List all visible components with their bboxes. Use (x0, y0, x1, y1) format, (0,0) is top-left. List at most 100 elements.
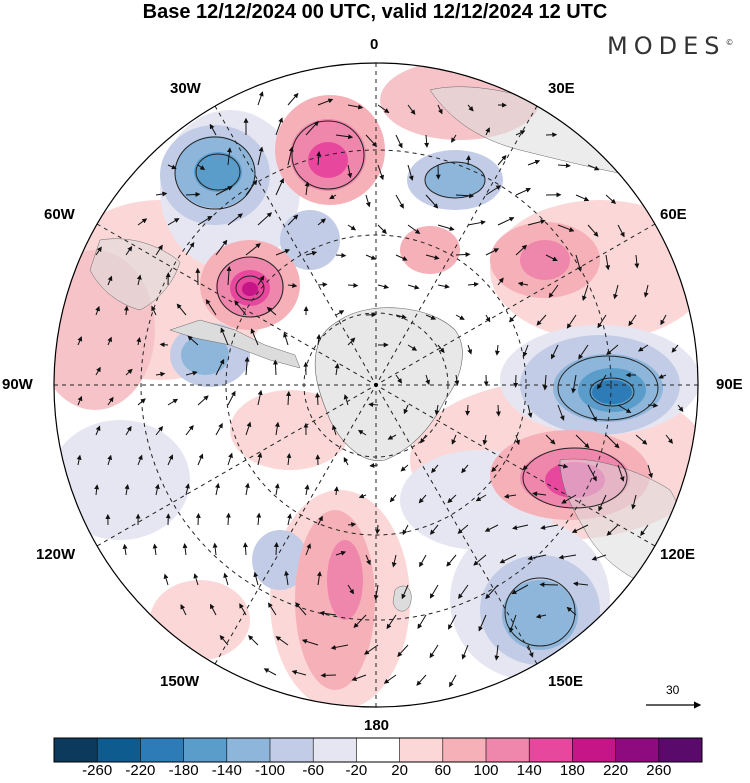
wind-vector (605, 434, 620, 449)
wind-vector (631, 494, 637, 510)
wind-vector (248, 635, 259, 646)
colorbar-labels: -260 -220 -180 -140 -100 -60 -20 20 60 100 140 180 2… (0, 762, 750, 782)
wind-vector (167, 454, 174, 466)
wind-vector (95, 246, 102, 256)
wind-vector (305, 250, 318, 256)
wind-vector (242, 542, 248, 556)
wind-vector (407, 104, 416, 115)
wind-vector (331, 424, 337, 436)
wind-vector (497, 154, 507, 166)
wind-vector (272, 359, 278, 376)
colorbar-swatch (313, 738, 357, 762)
wind-vector (535, 613, 547, 619)
wind-vector (455, 314, 465, 320)
colorbar-tick-label: 180 (559, 762, 585, 779)
wind-vector (431, 464, 439, 474)
wind-vector (587, 164, 600, 171)
wind-vector (387, 434, 397, 440)
wind-vector (461, 464, 469, 474)
lon-label-120e: 120E (660, 546, 696, 563)
wind-vector (447, 494, 457, 504)
colorbar-swatch (615, 738, 660, 762)
wind-vector (152, 543, 158, 556)
wind-vector (137, 454, 143, 466)
wind-vector (437, 344, 445, 354)
wind-vector (215, 358, 225, 376)
wind-vector (606, 524, 619, 536)
colorbar-swatch (486, 738, 530, 762)
wind-vector (465, 155, 471, 166)
lon-label-150w: 150W (160, 673, 200, 690)
wind-vector (365, 134, 378, 148)
wind-vector (446, 554, 457, 567)
wind-vector (397, 644, 409, 657)
wind-vector (185, 424, 194, 436)
wind-vector (77, 395, 83, 406)
wind-vector (317, 218, 326, 226)
wind-vector (587, 224, 599, 237)
wind-vector (605, 194, 617, 205)
wind-vector (643, 284, 649, 298)
wind-vector (424, 134, 430, 148)
wind-vector (357, 429, 367, 436)
wind-vector (542, 374, 548, 391)
wind-vector (467, 104, 474, 112)
wind-vector (256, 512, 262, 526)
wind-vector (395, 134, 403, 149)
wind-vector (155, 426, 164, 436)
wind-vector (400, 464, 409, 472)
wind-vector (494, 344, 500, 356)
wind-vector (473, 554, 487, 566)
wind-vector (395, 254, 408, 261)
wind-vector (407, 224, 421, 234)
wind-vector (539, 582, 559, 588)
colorbar-swatch (399, 738, 444, 762)
wind-vector (287, 92, 299, 106)
wind-vector (634, 254, 640, 269)
colorbar-tick-label: -100 (254, 762, 286, 779)
wind-vector (287, 214, 299, 226)
wind-vector (287, 513, 292, 526)
wind-vector (395, 314, 407, 320)
wind-vector (163, 573, 169, 586)
wind-vector (458, 584, 469, 599)
modes-logo: MODES© (607, 32, 734, 60)
colorbar-swatch (226, 738, 271, 762)
wind-vector (225, 512, 231, 526)
wind-vector (429, 524, 439, 535)
wind-vector (455, 193, 475, 199)
wind-vector (416, 674, 427, 686)
wind-vector (499, 554, 517, 564)
wind-vector (227, 390, 236, 406)
lon-label-90w: 90W (2, 376, 33, 393)
wind-vector (522, 464, 529, 471)
wind-vector (353, 614, 367, 629)
wind-vector (566, 606, 577, 616)
wind-vector (605, 254, 611, 271)
wind-vector (402, 524, 409, 536)
wind-vector (368, 402, 379, 408)
wind-vector (95, 305, 100, 316)
wind-vector (373, 584, 379, 601)
wind-vector (305, 543, 312, 556)
lon-label-0: 0 (370, 36, 379, 53)
wind-vector (494, 644, 500, 661)
wind-vector (386, 614, 397, 630)
lon-label-150e: 150E (548, 673, 584, 690)
wind-vector (617, 464, 625, 482)
lon-label-90e: 90E (716, 376, 743, 393)
wind-vector (587, 464, 597, 482)
wind-vector (257, 389, 263, 406)
wind-vector (351, 674, 367, 681)
lon-label-180: 180 (364, 717, 390, 734)
wind-vector (257, 91, 264, 106)
colorbar-tick-label: -180 (168, 762, 199, 779)
wind-vector (347, 164, 353, 179)
wind-vector (482, 434, 488, 446)
wind-vector (107, 275, 113, 286)
wind-vector (329, 194, 337, 200)
wind-vector (391, 554, 397, 568)
wind-vector (125, 246, 133, 256)
wind-vector (185, 370, 198, 376)
wind-vector (334, 363, 340, 376)
